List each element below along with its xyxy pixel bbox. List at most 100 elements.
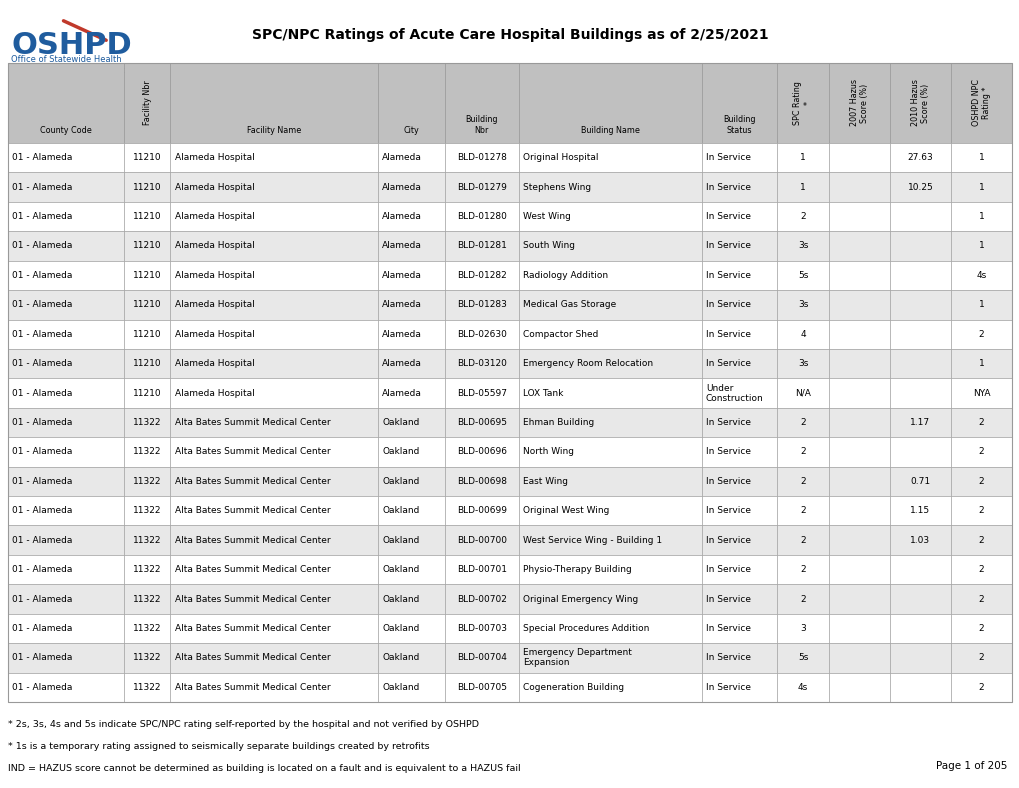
Text: 1: 1: [977, 212, 983, 221]
Text: 01 - Alameda: 01 - Alameda: [12, 624, 72, 633]
Text: Cogeneration Building: Cogeneration Building: [522, 682, 624, 692]
Text: Alta Bates Summit Medical Center: Alta Bates Summit Medical Center: [174, 448, 330, 456]
Text: BLD-01280: BLD-01280: [457, 212, 506, 221]
Text: In Service: In Service: [705, 212, 750, 221]
Text: In Service: In Service: [705, 241, 750, 251]
Text: Alameda: Alameda: [382, 271, 422, 280]
Text: 01 - Alameda: 01 - Alameda: [12, 153, 72, 162]
Text: 01 - Alameda: 01 - Alameda: [12, 594, 72, 604]
Text: Stephens Wing: Stephens Wing: [522, 183, 590, 191]
Text: 11210: 11210: [132, 271, 161, 280]
Text: Alta Bates Summit Medical Center: Alta Bates Summit Medical Center: [174, 594, 330, 604]
Text: Alameda Hospital: Alameda Hospital: [174, 241, 254, 251]
Text: In Service: In Service: [705, 300, 750, 310]
Text: LOX Tank: LOX Tank: [522, 388, 562, 398]
Text: In Service: In Service: [705, 624, 750, 633]
Text: Compactor Shed: Compactor Shed: [522, 329, 597, 339]
Text: Alameda Hospital: Alameda Hospital: [174, 153, 254, 162]
Text: 1: 1: [800, 153, 805, 162]
Text: Alameda Hospital: Alameda Hospital: [174, 271, 254, 280]
Text: West Wing: West Wing: [522, 212, 570, 221]
Text: 11322: 11322: [132, 565, 161, 574]
Text: 01 - Alameda: 01 - Alameda: [12, 359, 72, 368]
Text: 2: 2: [800, 594, 805, 604]
Text: Facility Nbr: Facility Nbr: [143, 80, 152, 125]
Text: 2: 2: [977, 565, 983, 574]
Text: Oakland: Oakland: [382, 682, 419, 692]
Text: Oakland: Oakland: [382, 418, 419, 427]
Text: 01 - Alameda: 01 - Alameda: [12, 536, 72, 545]
Text: Alta Bates Summit Medical Center: Alta Bates Summit Medical Center: [174, 477, 330, 486]
Text: BLD-00702: BLD-00702: [457, 594, 506, 604]
Text: 2: 2: [977, 329, 983, 339]
Text: Alameda Hospital: Alameda Hospital: [174, 329, 254, 339]
Text: 11322: 11322: [132, 594, 161, 604]
Text: 3: 3: [800, 624, 805, 633]
Text: In Service: In Service: [705, 565, 750, 574]
Text: 27.63: 27.63: [907, 153, 932, 162]
Text: West Service Wing - Building 1: West Service Wing - Building 1: [522, 536, 661, 545]
Text: In Service: In Service: [705, 359, 750, 368]
Text: Office of Statewide Health: Office of Statewide Health: [11, 55, 122, 65]
Text: 1: 1: [977, 300, 983, 310]
Text: 01 - Alameda: 01 - Alameda: [12, 653, 72, 663]
Text: 01 - Alameda: 01 - Alameda: [12, 241, 72, 251]
Text: In Service: In Service: [705, 271, 750, 280]
Text: Alta Bates Summit Medical Center: Alta Bates Summit Medical Center: [174, 624, 330, 633]
Text: Page 1 of 205: Page 1 of 205: [935, 760, 1007, 771]
Text: Original Emergency Wing: Original Emergency Wing: [522, 594, 637, 604]
Text: Facility Name: Facility Name: [247, 126, 301, 135]
Text: 11210: 11210: [132, 241, 161, 251]
Text: 2: 2: [977, 536, 983, 545]
Text: In Service: In Service: [705, 594, 750, 604]
Text: 2010 Hazus
Score (%): 2010 Hazus Score (%): [910, 80, 929, 126]
Text: 4s: 4s: [797, 682, 807, 692]
Text: 11322: 11322: [132, 448, 161, 456]
Text: BLD-01282: BLD-01282: [457, 271, 506, 280]
Text: 11322: 11322: [132, 506, 161, 515]
Text: Alameda Hospital: Alameda Hospital: [174, 300, 254, 310]
Text: 3s: 3s: [797, 241, 807, 251]
Text: In Service: In Service: [705, 448, 750, 456]
Text: Ehman Building: Ehman Building: [522, 418, 593, 427]
Text: County Code: County Code: [40, 126, 92, 135]
Text: BLD-01281: BLD-01281: [457, 241, 506, 251]
Text: 4: 4: [800, 329, 805, 339]
Text: 0.71: 0.71: [909, 477, 929, 486]
Text: 1.03: 1.03: [909, 536, 929, 545]
Text: 1: 1: [800, 183, 805, 191]
Text: 2: 2: [977, 653, 983, 663]
Text: 2: 2: [800, 536, 805, 545]
Text: 11322: 11322: [132, 682, 161, 692]
Text: Emergency Department
Expansion: Emergency Department Expansion: [522, 649, 631, 667]
Text: 11210: 11210: [132, 300, 161, 310]
Text: 2: 2: [977, 624, 983, 633]
Text: 2007 Hazus
Score (%): 2007 Hazus Score (%): [849, 80, 868, 127]
Text: Alameda: Alameda: [382, 183, 422, 191]
Text: BLD-05597: BLD-05597: [457, 388, 506, 398]
Text: 11322: 11322: [132, 477, 161, 486]
Text: 01 - Alameda: 01 - Alameda: [12, 212, 72, 221]
Text: Medical Gas Storage: Medical Gas Storage: [522, 300, 615, 310]
Text: 1: 1: [977, 241, 983, 251]
Text: NYA: NYA: [972, 388, 989, 398]
Text: Original Hospital: Original Hospital: [522, 153, 597, 162]
Text: 2: 2: [977, 506, 983, 515]
Text: 11210: 11210: [132, 388, 161, 398]
Text: Oakland: Oakland: [382, 565, 419, 574]
Text: 11210: 11210: [132, 329, 161, 339]
Text: BLD-00696: BLD-00696: [457, 448, 506, 456]
Text: 3s: 3s: [797, 359, 807, 368]
Text: 11210: 11210: [132, 359, 161, 368]
Text: 11210: 11210: [132, 212, 161, 221]
Text: Oakland: Oakland: [382, 594, 419, 604]
Text: Oakland: Oakland: [382, 448, 419, 456]
Text: Alameda: Alameda: [382, 153, 422, 162]
Text: 10.25: 10.25: [907, 183, 932, 191]
Text: In Service: In Service: [705, 653, 750, 663]
Text: 1.17: 1.17: [909, 418, 929, 427]
Text: Planning and Development: Planning and Development: [11, 65, 125, 75]
Text: 01 - Alameda: 01 - Alameda: [12, 565, 72, 574]
Text: 01 - Alameda: 01 - Alameda: [12, 388, 72, 398]
Text: 01 - Alameda: 01 - Alameda: [12, 183, 72, 191]
